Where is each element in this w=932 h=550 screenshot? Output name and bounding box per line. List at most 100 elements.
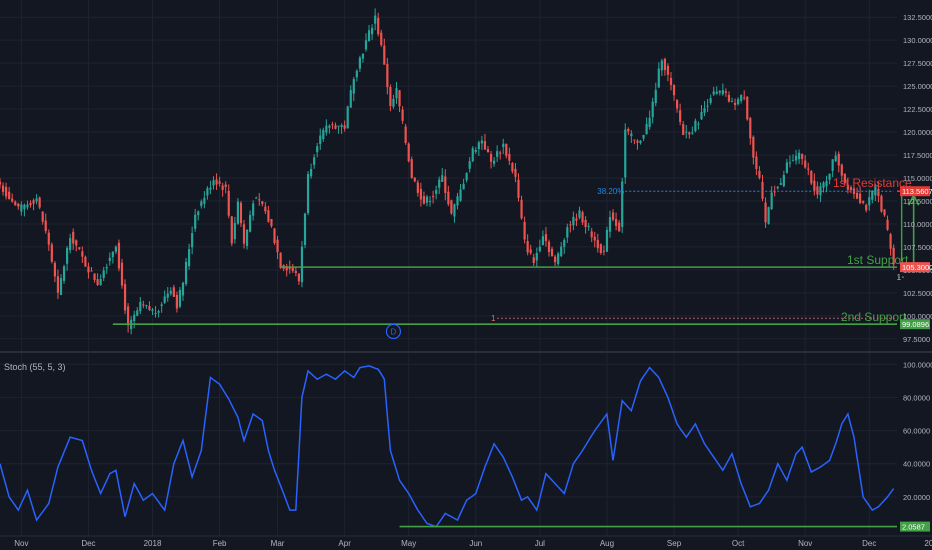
first-support-label: 1st Support (847, 253, 909, 267)
time-axis[interactable]: Nov Dec 2018 Feb Mar Apr May Jun Jul Aug Sep Oct Nov… (0, 535, 932, 548)
candle-body (78, 247, 81, 249)
candle-body (831, 159, 834, 171)
candle-body (471, 148, 474, 162)
candle-body (840, 164, 843, 176)
candle-body (602, 250, 605, 252)
candle-body (87, 266, 90, 273)
candle-body (35, 198, 38, 202)
candle-body (453, 204, 456, 217)
stoch-tick-label: 20.0000 (903, 493, 930, 502)
candle-body (798, 152, 801, 160)
candle-body (346, 106, 349, 129)
candle-body (288, 267, 291, 269)
candle-body (236, 201, 239, 224)
candle-body (843, 173, 846, 184)
candle-body (816, 186, 819, 195)
time-tick-label: Feb (213, 539, 227, 548)
stoch-tick-label: 40.0000 (903, 460, 930, 469)
resistance-price-tag-text: 113.5607 (902, 187, 932, 196)
candle-body (788, 162, 792, 164)
candle-body (123, 284, 127, 311)
candle-body (669, 78, 673, 85)
candle-body (563, 240, 566, 247)
candle-body (566, 227, 569, 238)
candle-body (157, 311, 160, 313)
candle-body (544, 234, 548, 242)
support-marker-label-2: 1 (491, 314, 496, 323)
candle-body (66, 247, 69, 264)
candle-body (688, 132, 691, 135)
candle-body (596, 239, 599, 249)
candle-body (99, 278, 102, 286)
candle-body (599, 244, 602, 253)
price-tick-label: 117.5000 (903, 151, 932, 160)
candle-body (627, 128, 630, 132)
candle-body (749, 118, 752, 139)
candle-body (660, 60, 663, 71)
candle-body (188, 249, 191, 267)
price-tick-label: 97.5000 (903, 335, 930, 344)
candle-body (822, 182, 825, 188)
candle-body (367, 30, 371, 42)
candlestick-series (0, 8, 895, 335)
candle-body (227, 190, 230, 216)
candle-body (441, 175, 444, 182)
candle-body (316, 146, 319, 153)
candle-body (776, 186, 779, 189)
candle-body (730, 101, 734, 103)
stochastic-value-tag (900, 521, 930, 532)
second-support-price-tag-text: 99.0896 (902, 320, 929, 329)
candle-body (258, 199, 261, 201)
candle-body (224, 184, 227, 187)
candle-body (328, 125, 331, 128)
stochastic-k-line (0, 365, 895, 528)
candle-body (395, 88, 398, 99)
candle-body (468, 161, 471, 169)
candle-body (44, 220, 47, 232)
candle-body (761, 181, 764, 199)
candle-body (651, 101, 654, 118)
candle-body (557, 253, 560, 265)
price-tick-label: 107.5000 (903, 243, 932, 252)
candle-body (828, 173, 831, 180)
candle-body (425, 196, 429, 203)
candle-body (261, 201, 264, 205)
candle-body (721, 90, 724, 95)
candle-body (249, 215, 252, 232)
candle-body (215, 179, 218, 185)
candle-body (435, 189, 438, 194)
fib-level-label: 38.20% (597, 187, 624, 196)
dividend-event-icon[interactable] (385, 323, 402, 340)
candle-body (166, 293, 169, 298)
candle-body (313, 157, 316, 165)
candle-body (252, 203, 255, 216)
candle-body (807, 168, 810, 170)
candle-body (212, 180, 215, 186)
candle-body (139, 301, 142, 312)
candle-body (75, 240, 78, 246)
candle-body (477, 142, 480, 150)
candle-body (450, 200, 453, 214)
candle-body (62, 266, 66, 281)
stoch-tick-label: 60.0000 (903, 427, 930, 436)
candle-body (322, 129, 325, 140)
time-tick-label: Apr (338, 539, 351, 548)
candle-body (306, 174, 310, 214)
candle-body (511, 163, 514, 172)
time-tick-label: Dec (81, 539, 95, 548)
candle-body (825, 180, 828, 187)
candle-body (114, 246, 117, 252)
candle-body (889, 234, 892, 249)
candle-body (93, 273, 96, 280)
candle-body (428, 200, 432, 202)
price-tick-label: 130.0000 (903, 36, 932, 45)
candle-body (136, 310, 139, 316)
candle-body (267, 210, 270, 222)
candle-body (791, 160, 795, 162)
candle-body (233, 222, 236, 240)
candle-body (886, 219, 889, 230)
candle-body (871, 190, 874, 200)
candle-body (554, 256, 557, 263)
candle-body (758, 170, 761, 178)
candle-body (709, 98, 712, 103)
